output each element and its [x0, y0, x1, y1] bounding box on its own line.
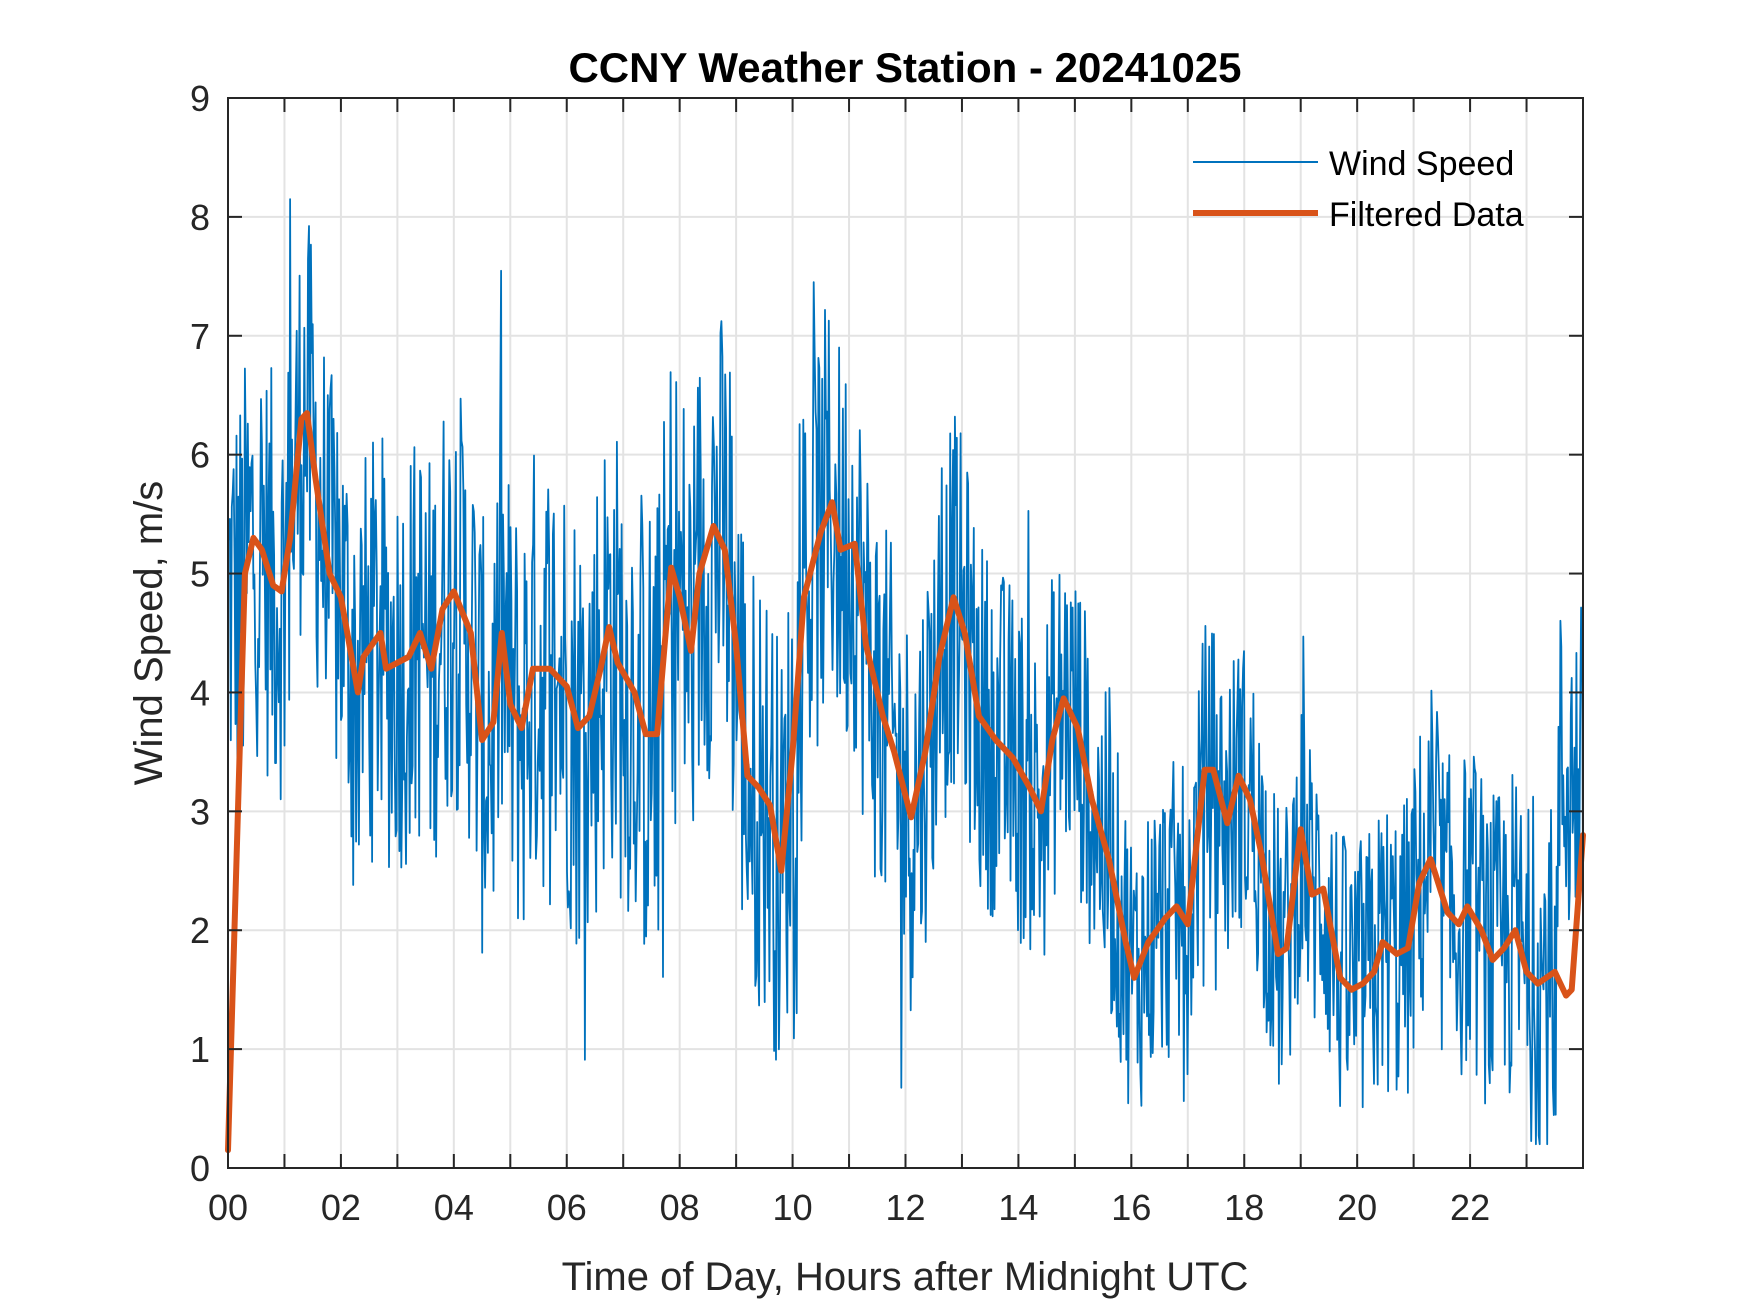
- x-tick-label: 02: [321, 1187, 361, 1228]
- series-filtered-data: [225, 410, 1586, 1154]
- y-tick-label: 4: [190, 672, 210, 713]
- x-tick-label: 22: [1450, 1187, 1490, 1228]
- y-tick-label: 8: [190, 197, 210, 238]
- x-tick-label: 18: [1224, 1187, 1264, 1228]
- x-tick-label: 10: [773, 1187, 813, 1228]
- y-tick-label: 2: [190, 910, 210, 951]
- y-tick-label: 6: [190, 435, 210, 476]
- wind-speed-line: [227, 198, 1584, 1146]
- y-tick-label: 5: [190, 554, 210, 595]
- x-tick-label: 20: [1337, 1187, 1377, 1228]
- x-tick-labels: 00 02 04 06 08 10 12 14 16 18 20 22: [208, 1187, 1490, 1228]
- legend-label-wind-speed: Wind Speed: [1329, 145, 1514, 183]
- x-tick-label: 08: [660, 1187, 700, 1228]
- y-tick-label: 9: [190, 78, 210, 119]
- y-tick-labels: 0 1 2 3 4 5 6 7 8 9: [190, 78, 210, 1189]
- series-wind-speed: [227, 198, 1584, 1146]
- filtered-data-line: [225, 410, 1586, 1154]
- y-tick-label: 1: [190, 1029, 210, 1070]
- x-tick-label: 06: [547, 1187, 587, 1228]
- y-tick-label: 3: [190, 791, 210, 832]
- x-axis-label: Time of Day, Hours after Midnight UTC: [562, 1255, 1249, 1299]
- y-tick-label: 7: [190, 316, 210, 357]
- axes: [227, 97, 1584, 1169]
- x-tick-label: 12: [885, 1187, 925, 1228]
- x-tick-label: 16: [1111, 1187, 1151, 1228]
- y-axis-label: Wind Speed, m/s: [127, 481, 171, 786]
- y-tick-label: 0: [190, 1148, 210, 1189]
- x-tick-label: 00: [208, 1187, 248, 1228]
- chart-title: CCNY Weather Station - 20241025: [568, 44, 1241, 91]
- x-tick-label: 14: [998, 1187, 1038, 1228]
- legend-label-filtered-data: Filtered Data: [1329, 196, 1524, 234]
- legend: Wind Speed Filtered Data: [1193, 145, 1524, 234]
- x-tick-label: 04: [434, 1187, 474, 1228]
